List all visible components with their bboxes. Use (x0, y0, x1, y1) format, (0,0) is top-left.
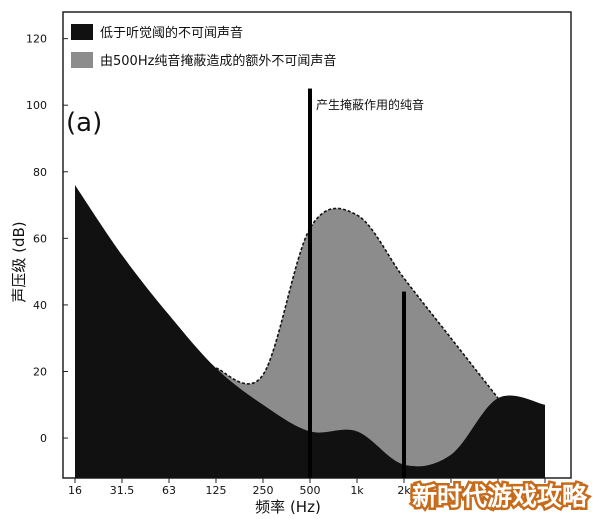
x-tick-label-2k: 2k (397, 484, 411, 497)
legend-swatch-threshold (71, 24, 93, 40)
tone-bar-2k (402, 291, 406, 478)
x-tick-label-125: 125 (206, 484, 227, 497)
y-axis-label: 声压级 (dB) (10, 221, 28, 302)
y-tick-label-120: 120 (26, 33, 47, 46)
legend-label-masking: 由500Hz纯音掩蔽造成的额外不可闻声音 (100, 53, 336, 69)
y-tick-label-40: 40 (33, 299, 47, 312)
y-axis-ticks: 0 20 40 60 80 100 120 (26, 33, 68, 445)
tone-bar-500 (308, 88, 312, 479)
y-tick-label-80: 80 (33, 166, 47, 179)
y-tick-label-60: 60 (33, 232, 47, 245)
masking-area (216, 208, 498, 479)
area-layer (75, 185, 545, 479)
threshold-area (75, 185, 545, 479)
masking-area-outline (215, 207, 499, 399)
x-tick-label-500: 500 (300, 484, 321, 497)
panel-label: (a) (66, 108, 102, 138)
y-tick-label-0: 0 (40, 432, 47, 445)
x-axis-ticks: 16 31.5 63 125 250 500 1k 2k 4k 8k 16k (68, 478, 556, 497)
x-tick-label-31.5: 31.5 (110, 484, 135, 497)
x-tick-label-250: 250 (253, 484, 274, 497)
x-tick-label-8k: 8k (491, 484, 505, 497)
legend-label-threshold: 低于听觉阈的不可闻声音 (100, 25, 243, 41)
x-axis-label: 频率 (Hz) (255, 498, 321, 516)
legend-swatch-masking (71, 52, 93, 68)
x-tick-label-1k: 1k (350, 484, 364, 497)
x-tick-label-63: 63 (162, 484, 176, 497)
x-tick-label-4k: 4k (444, 484, 458, 497)
tone-annotation: 产生掩蔽作用的纯音 (316, 97, 424, 112)
x-tick-label-16k: 16k (535, 484, 556, 497)
x-tick-label-16: 16 (68, 484, 82, 497)
watermark: 新时代游戏攻略 (412, 482, 588, 511)
tone-layer (308, 88, 406, 479)
y-tick-label-100: 100 (26, 99, 47, 112)
y-tick-label-20: 20 (33, 365, 47, 378)
legend: 低于听觉阈的不可闻声音 由500Hz纯音掩蔽造成的额外不可闻声音 (71, 24, 336, 69)
